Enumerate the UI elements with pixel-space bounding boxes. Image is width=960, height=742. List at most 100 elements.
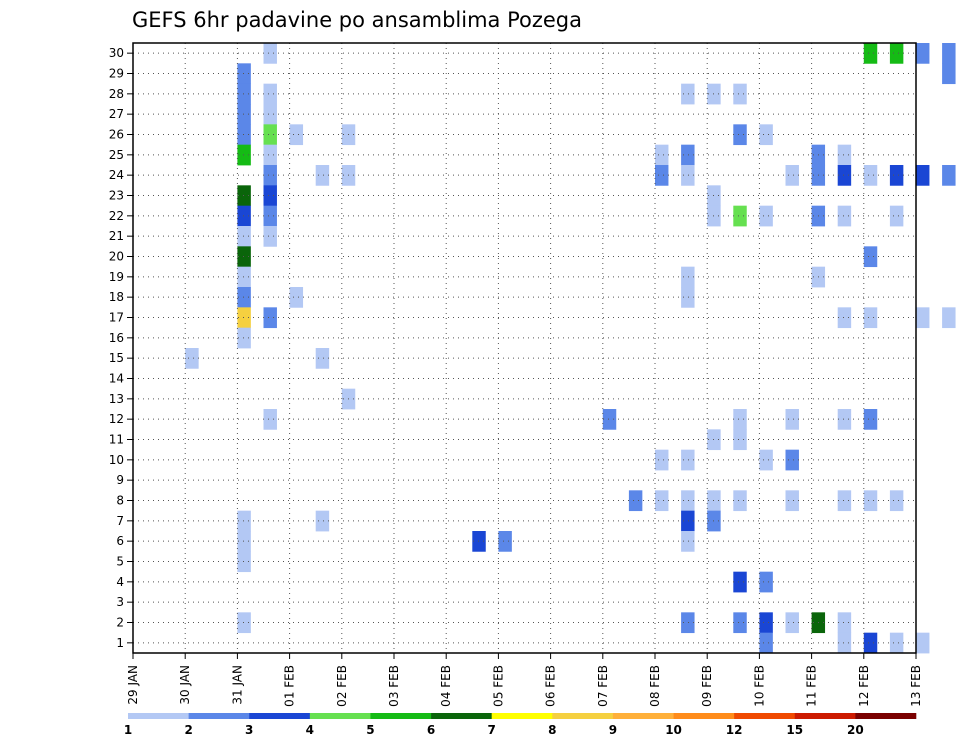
colorbar-label: 3 (245, 723, 253, 737)
precip-cell (733, 571, 747, 593)
precip-cell (185, 348, 199, 369)
colorbar-label: 20 (847, 723, 864, 737)
y-tick-label: 15 (109, 351, 124, 365)
colorbar-label: 9 (609, 723, 617, 737)
precip-cell (681, 287, 695, 308)
x-tick-label: 02 FEB (335, 665, 349, 707)
precip-cell (759, 205, 773, 227)
colorbar: 1 2 3 4 5 6 7 8 9 10 12 15 20 (124, 713, 917, 737)
precip-cell (681, 449, 695, 471)
y-tick-label: 13 (109, 392, 124, 406)
precip-cell (655, 490, 669, 512)
y-tick-label: 1 (116, 636, 124, 650)
precip-cell (681, 266, 695, 288)
x-tick-label: 29 JAN (126, 665, 140, 705)
precip-cell (733, 612, 747, 634)
precip-cell (237, 205, 251, 227)
colorbar-label: 1 (124, 723, 132, 737)
precip-cell (655, 144, 669, 166)
x-tick-label: 03 FEB (387, 665, 401, 707)
precip-cell (916, 165, 930, 186)
y-tick-label: 4 (116, 575, 124, 589)
colorbar-swatch (673, 713, 735, 719)
precip-cell (942, 307, 956, 329)
precip-cell (237, 144, 251, 166)
precip-cell (681, 490, 695, 512)
precip-cell (628, 490, 643, 512)
grid-lines (133, 43, 917, 653)
precip-cell (237, 83, 251, 105)
precip-cell (289, 124, 304, 146)
precip-cell (655, 165, 669, 186)
precip-cell (863, 409, 878, 430)
precip-cell (263, 144, 277, 166)
y-tick-label: 10 (109, 453, 124, 467)
precip-cell (889, 165, 904, 186)
y-tick-label: 9 (116, 473, 124, 487)
colorbar-swatch (188, 713, 250, 719)
y-tick-label: 17 (109, 311, 124, 325)
precip-cell (263, 104, 277, 125)
precip-cell (263, 185, 277, 207)
precip-cell (733, 83, 747, 105)
precip-cell (759, 612, 773, 634)
precip-cell (263, 165, 277, 186)
x-axis: 29 JAN 30 JAN 31 JAN 01 FEB 02 FEB 03 FEB 04 F… (126, 653, 923, 707)
precip-cell (681, 510, 695, 532)
x-tick-label: 09 FEB (700, 665, 714, 707)
x-tick-label: 05 FEB (491, 665, 505, 707)
precip-cell (681, 83, 695, 105)
precip-cell (785, 612, 799, 634)
precip-cell (837, 612, 852, 634)
precip-cell (837, 165, 852, 186)
precip-cell (837, 307, 852, 329)
precip-cell (472, 531, 486, 552)
y-tick-label: 12 (109, 412, 124, 426)
colorbar-swatch (552, 713, 614, 719)
precip-cell (889, 205, 904, 227)
colorbar-label: 10 (665, 723, 682, 737)
precip-cell (263, 226, 277, 247)
precip-cell (942, 43, 956, 64)
colorbar-label: 5 (366, 723, 374, 737)
y-tick-label: 27 (109, 107, 124, 121)
y-tick-label: 30 (109, 46, 124, 60)
precip-cell (315, 348, 330, 369)
precip-cell (889, 632, 904, 654)
precip-cell (237, 185, 251, 207)
colorbar-label: 12 (726, 723, 743, 737)
precip-cell (759, 449, 773, 471)
y-tick-label: 23 (109, 189, 124, 203)
x-tick-label: 07 FEB (596, 665, 610, 707)
colorbar-label: 4 (306, 723, 314, 737)
precip-cell (602, 409, 617, 430)
precip-cell (837, 632, 852, 654)
y-tick-label: 26 (109, 128, 124, 142)
colorbar-label: 2 (184, 723, 192, 737)
precip-cell (263, 307, 277, 329)
precip-cell (785, 409, 799, 430)
precip-cell (837, 409, 852, 430)
precip-cell (237, 510, 251, 532)
colorbar-label: 6 (427, 723, 435, 737)
precip-cell (681, 144, 695, 166)
precip-cell (237, 266, 251, 288)
x-tick-label: 11 FEB (805, 665, 819, 707)
precip-cell (315, 510, 330, 532)
x-tick-label: 12 FEB (857, 665, 871, 707)
colorbar-swatch (309, 713, 371, 719)
precip-cell (942, 63, 956, 85)
y-tick-label: 16 (109, 331, 124, 345)
precip-cell (863, 307, 878, 329)
precip-cell (263, 124, 277, 146)
x-tick-label: 30 JAN (178, 665, 192, 705)
precip-cell (863, 43, 878, 64)
x-tick-label: 06 FEB (544, 665, 558, 707)
precip-cell (237, 307, 251, 329)
precip-cell (315, 165, 330, 186)
heatmap-cells (185, 43, 956, 654)
precip-cell (863, 246, 878, 268)
colorbar-swatch (249, 713, 311, 719)
precip-cell (863, 490, 878, 512)
